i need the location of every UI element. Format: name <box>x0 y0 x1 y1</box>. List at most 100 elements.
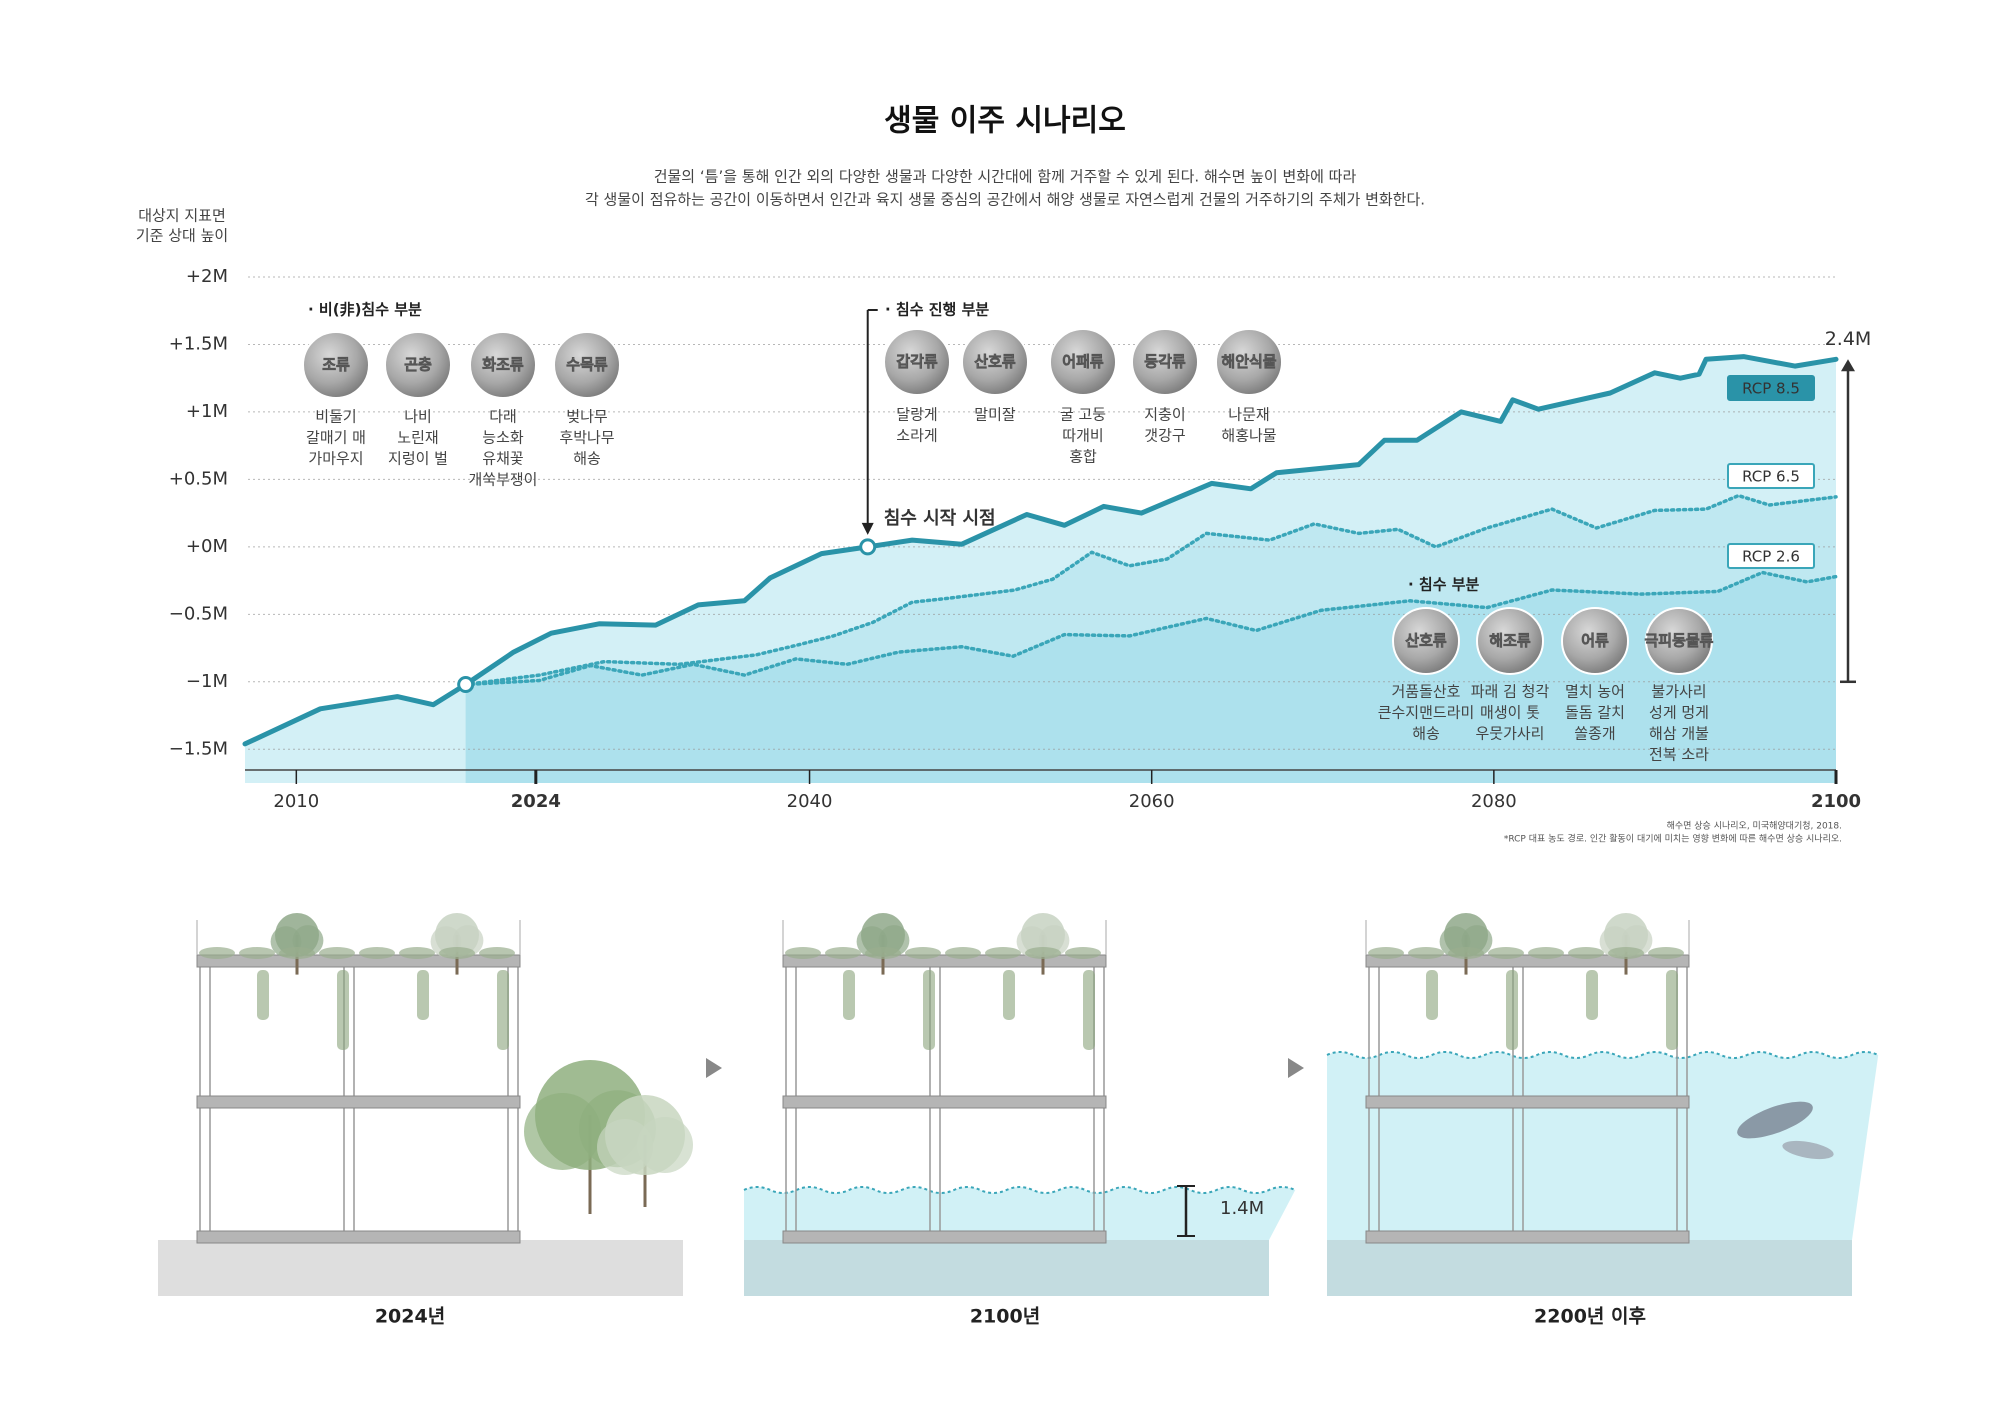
organism-example: 해홍나물 <box>1221 427 1276 445</box>
plants <box>825 947 861 959</box>
vines <box>497 970 509 1050</box>
organism-example: 갈매기 매 <box>306 429 366 447</box>
arrow <box>1288 1058 1304 1078</box>
organism-example: 돌돔 갈치 <box>1565 704 1625 722</box>
series-line <box>463 570 1838 687</box>
organism-name: 어패류 <box>1062 353 1104 371</box>
organism-name: 해조류 <box>1489 632 1531 650</box>
organism-name: 산호류 <box>974 353 1016 371</box>
legend-box <box>1727 375 1815 401</box>
organism-photo <box>1392 607 1460 675</box>
plants <box>1368 947 1404 959</box>
organism-photo <box>961 328 1029 396</box>
legend-box <box>1727 543 1815 569</box>
x-tick-label: 2024 <box>511 791 561 812</box>
slab <box>782 1095 1107 1109</box>
y-tick-label: +0M <box>186 536 228 557</box>
organism-example: 유채꽃 <box>482 450 523 468</box>
vines <box>1506 970 1518 1050</box>
water-surface <box>743 1186 1296 1194</box>
plants <box>479 947 515 959</box>
plants <box>319 947 355 959</box>
organism-name: 해안식물 <box>1221 353 1276 371</box>
plants <box>199 947 235 959</box>
illustrations: 2024년 2100년 2200년 이후 1.4M <box>158 913 1879 1328</box>
organism-photo <box>1476 607 1544 675</box>
annotation: 2.4M <box>1825 328 1872 350</box>
ground <box>158 1240 683 1296</box>
plants <box>1488 947 1524 959</box>
organism-example: 해삼 개불 <box>1649 725 1709 743</box>
organism-name: 등각류 <box>1144 353 1186 371</box>
water-surface <box>1326 1051 1879 1059</box>
x-tick-label: 2060 <box>1129 791 1175 812</box>
organism-example: 해송 <box>1412 725 1440 743</box>
tree <box>637 1117 693 1173</box>
organism-example: 멸치 농어 <box>1565 683 1625 701</box>
organism-example: 홍합 <box>1069 448 1097 466</box>
plants <box>239 947 275 959</box>
vines <box>1003 970 1015 1020</box>
organism-photo <box>1215 328 1283 396</box>
group-title: · 침수 부분 <box>1408 576 1480 594</box>
water <box>744 1187 1296 1240</box>
legend-label: RCP 8.5 <box>1742 380 1800 398</box>
organism-example: 불가사리 <box>1651 683 1706 701</box>
plants <box>1568 947 1604 959</box>
organism-example: 소라게 <box>896 427 937 445</box>
source-note: *RCP 대표 농도 경로. 인간 활동이 대기에 미치는 영향 변화에 따른 … <box>1504 833 1842 845</box>
source-note: 해수면 상승 시나리오, 미국해양대기청, 2018. <box>1667 821 1842 832</box>
y-tick-label: +1.5M <box>169 333 228 354</box>
plants <box>1448 947 1484 959</box>
plants <box>865 947 901 959</box>
organism-example: 따개비 <box>1062 427 1103 445</box>
plants <box>945 947 981 959</box>
group-title: · 비(非)침수 부분 <box>308 301 422 319</box>
legend-label: RCP 6.5 <box>1742 468 1800 486</box>
plants <box>1408 947 1444 959</box>
dolphin <box>1737 1101 1813 1139</box>
organism-example: 말미잘 <box>974 406 1016 424</box>
plants <box>359 947 395 959</box>
organism-example: 큰수지맨드라미 <box>1378 704 1475 722</box>
vines <box>337 970 349 1050</box>
organism-example: 다래 <box>489 408 517 426</box>
organism-example: 해송 <box>573 450 601 468</box>
organism-example: 지렁이 벌 <box>388 450 448 468</box>
plants <box>1608 947 1644 959</box>
annotation: 침수 시작 시점 <box>884 508 996 529</box>
plants <box>279 947 315 959</box>
caption: 2100년 <box>970 1306 1040 1328</box>
organism-example: 후박나무 <box>559 429 614 447</box>
subtitle: 건물의 ‘틈’을 통해 인간 외의 다양한 생물과 다양한 시간대에 함께 거주… <box>654 168 1357 186</box>
arrow <box>706 1058 722 1078</box>
slab <box>782 954 1107 968</box>
pointer-head <box>861 522 874 535</box>
organism-example: 개쑥부쟁이 <box>468 471 537 489</box>
organism-photo <box>1131 328 1199 396</box>
organism-example: 쏠종개 <box>1574 725 1615 743</box>
plants <box>785 947 821 959</box>
subtitle: 각 생물이 점유하는 공간이 이동하면서 인간과 육지 생물 중심의 공간에서 … <box>585 191 1425 209</box>
organism-example: 지충이 <box>1144 406 1185 424</box>
series-line <box>463 493 1838 687</box>
dolphin <box>1782 1140 1834 1160</box>
y-tick-label: −0.5M <box>169 603 228 624</box>
organism-example: 전복 소라 <box>1649 746 1709 764</box>
vines <box>417 970 429 1020</box>
organism-photo <box>1645 607 1713 675</box>
plants <box>1065 947 1101 959</box>
organism-photo <box>384 331 452 399</box>
organism-name: 수목류 <box>566 356 608 374</box>
vines <box>923 970 935 1050</box>
vines <box>1426 970 1438 1020</box>
organism-example: 가마우지 <box>308 450 363 468</box>
x-tick-label: 2010 <box>273 791 319 812</box>
organism-photo <box>553 331 621 399</box>
x-tick-label: 2040 <box>787 791 833 812</box>
organism-example: 벚나무 <box>566 408 608 426</box>
slab <box>1365 1095 1690 1109</box>
legend-label: RCP 2.6 <box>1742 548 1800 566</box>
y-tick-label: −1M <box>186 671 228 692</box>
chart: +2M +1.5M +1M +0.5M +0M −0.5M −1M −1.5M 2010 2024… <box>169 266 1872 845</box>
